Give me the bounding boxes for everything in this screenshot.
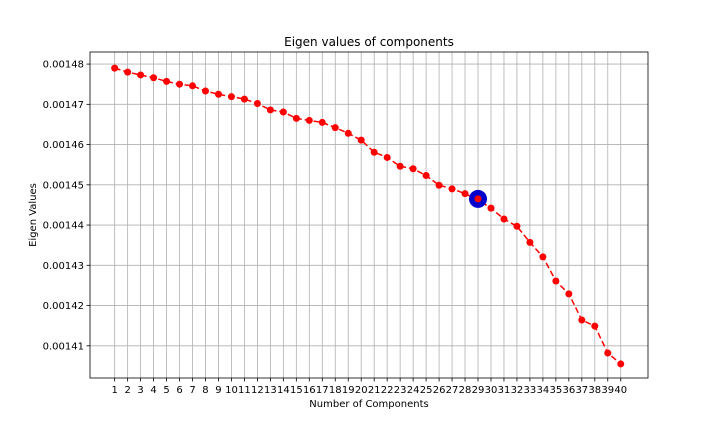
x-tick-label: 8 [202,385,208,396]
x-tick-label: 12 [251,385,264,396]
x-tick-label: 7 [189,385,195,396]
x-tick-label: 31 [498,385,511,396]
x-tick-label: 1 [111,385,117,396]
y-tick-label: 0.00144 [43,221,84,232]
data-point [578,316,586,324]
data-point [201,87,209,95]
x-tick-label: 9 [215,385,221,396]
data-point [396,162,404,170]
data-point [526,238,534,246]
y-tick-label: 0.00147 [43,100,84,111]
plot-frame [89,51,649,379]
y-tick-label: 0.00148 [43,60,84,71]
x-tick-label: 15 [290,385,303,396]
data-point [253,100,261,108]
x-tick-label: 39 [601,385,614,396]
x-tick-label: 26 [433,385,446,396]
data-point [189,82,197,90]
data-point [331,124,339,132]
data-point [565,290,573,298]
x-tick-label: 5 [163,385,169,396]
data-point [318,118,326,126]
y-tick-label: 0.00143 [43,261,84,272]
data-point [500,215,508,223]
x-tick-label: 20 [355,385,368,396]
data-point [357,136,365,144]
x-tick-label: 35 [549,385,562,396]
y-tick-label: 0.00146 [43,140,84,151]
y-tick-label: 0.00142 [43,301,84,312]
x-tick-label: 18 [329,385,342,396]
data-point [137,71,145,79]
data-point [435,181,443,189]
data-point [539,253,547,261]
data-point [461,190,469,198]
data-point [279,108,287,116]
data-point [292,114,300,122]
x-tick-label: 34 [537,385,550,396]
series-line [114,67,622,365]
x-tick-label: 27 [446,385,459,396]
data-point [370,148,378,156]
data-point [266,106,274,114]
x-tick-label: 37 [575,385,588,396]
x-tick-label: 14 [277,385,290,396]
data-point [305,116,313,124]
x-tick-label: 32 [511,385,524,396]
x-axis: 1 2 3 4 5 6 7 8 9 10 11 12 13 14 15 16 17 18 19 20 21 22 23 24 2… [111,378,627,396]
highlight-layer [469,189,488,208]
x-tick-label: 29 [472,385,485,396]
x-tick-label: 10 [225,385,238,396]
x-tick-label: 19 [342,385,355,396]
data-point [214,90,222,98]
x-tick-label: 36 [562,385,575,396]
x-tick-label: 38 [588,385,601,396]
data-point [448,185,456,193]
x-tick-label: 6 [176,385,182,396]
x-tick-label: 21 [368,385,381,396]
y-axis: 0.00141 0.00142 0.00143 0.00144 0.00145 0.001… [43,60,90,352]
data-point [487,204,495,212]
series-layer [111,64,625,368]
x-tick-label: 11 [238,385,251,396]
x-tick-label: 25 [420,385,433,396]
x-tick-label: 33 [524,385,537,396]
x-tick-label: 30 [485,385,498,396]
data-point [124,68,132,76]
y-tick-label: 0.00141 [43,341,84,352]
data-point [552,277,560,285]
x-tick-label: 17 [316,385,329,396]
data-point [604,349,612,357]
x-tick-label: 16 [303,385,316,396]
x-tick-label: 23 [394,385,407,396]
data-point [150,74,158,82]
highlight-data-point [474,195,482,203]
data-point [111,64,119,72]
data-point [591,322,599,330]
data-point [409,165,417,173]
data-point [227,93,235,101]
data-point [240,95,248,103]
data-point [617,360,625,368]
x-tick-label: 3 [137,385,143,396]
data-point [344,129,352,137]
data-point [513,222,521,230]
y-tick-label: 0.00145 [43,180,84,191]
x-tick-label: 40 [614,385,627,396]
x-tick-label: 4 [150,385,156,396]
x-tick-label: 24 [407,385,420,396]
x-tick-label: 13 [264,385,277,396]
chart-title: Eigen values of components [284,35,454,49]
data-point [383,153,391,161]
x-tick-label: 22 [381,385,394,396]
y-axis-title: Eigen Values [28,183,39,247]
data-point [422,172,430,180]
x-tick-label: 2 [124,385,130,396]
x-tick-label: 28 [459,385,472,396]
data-point [163,77,171,85]
data-point [176,80,184,88]
x-axis-title: Number of Components [309,399,428,410]
